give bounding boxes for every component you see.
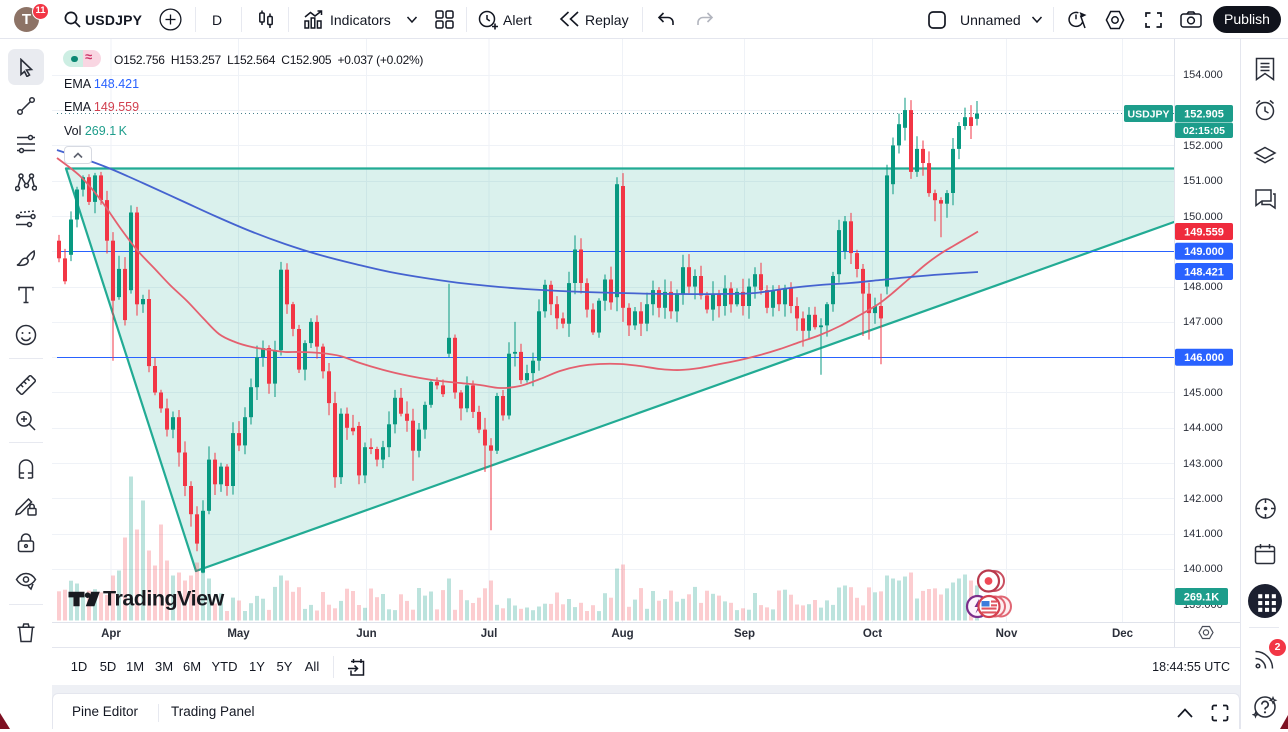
svg-text:TradingView: TradingView (103, 587, 225, 611)
svg-text:02:15:05: 02:15:05 (1183, 125, 1225, 137)
svg-text:Oct: Oct (863, 628, 882, 640)
svg-text:Apr: Apr (101, 628, 121, 640)
svg-text:149.559: 149.559 (1184, 226, 1224, 238)
svg-text:154.000: 154.000 (1183, 69, 1223, 81)
svg-text:269.1K: 269.1K (1184, 591, 1220, 603)
svg-text:152.000: 152.000 (1183, 140, 1223, 152)
svg-text:May: May (227, 628, 250, 640)
svg-text:Dec: Dec (1112, 628, 1134, 640)
svg-text:151.000: 151.000 (1183, 175, 1223, 187)
svg-text:150.000: 150.000 (1183, 211, 1223, 223)
svg-text:Jun: Jun (356, 628, 376, 640)
svg-text:144.000: 144.000 (1183, 422, 1223, 434)
svg-text:152.905: 152.905 (1184, 108, 1224, 120)
svg-text:148.000: 148.000 (1183, 281, 1223, 293)
svg-text:140.000: 140.000 (1183, 563, 1223, 575)
svg-text:USDJPY: USDJPY (1127, 108, 1169, 120)
svg-text:145.000: 145.000 (1183, 387, 1223, 399)
svg-text:Nov: Nov (996, 628, 1018, 640)
svg-text:Aug: Aug (611, 628, 633, 640)
svg-text:143.000: 143.000 (1183, 458, 1223, 470)
svg-text:148.421: 148.421 (1184, 266, 1224, 278)
svg-text:146.000: 146.000 (1184, 352, 1224, 364)
svg-text:Sep: Sep (734, 628, 755, 640)
svg-text:Jul: Jul (481, 628, 498, 640)
svg-text:142.000: 142.000 (1183, 493, 1223, 505)
svg-text:147.000: 147.000 (1183, 316, 1223, 328)
svg-text:149.000: 149.000 (1184, 246, 1224, 258)
svg-text:141.000: 141.000 (1183, 528, 1223, 540)
